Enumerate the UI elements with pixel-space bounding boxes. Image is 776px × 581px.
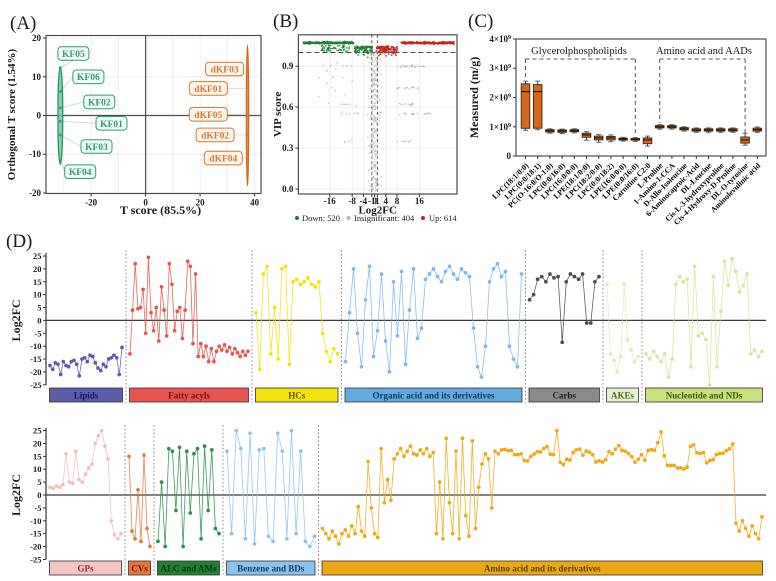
svg-text:0: 0 <box>37 490 41 500</box>
svg-text:Amino acid and AADs: Amino acid and AADs <box>656 46 752 57</box>
svg-text:KF01: KF01 <box>100 120 123 130</box>
svg-text:40: 40 <box>250 198 260 208</box>
svg-text:KF02: KF02 <box>88 98 111 108</box>
svg-text:dKF03: dKF03 <box>211 66 239 76</box>
svg-text:AKEs: AKEs <box>611 391 635 401</box>
svg-text:-4: -4 <box>360 196 368 206</box>
svg-text:KF04: KF04 <box>69 168 92 178</box>
svg-text:dKF05: dKF05 <box>194 111 222 121</box>
svg-text:dKF04: dKF04 <box>209 155 237 165</box>
svg-text:0.9: 0.9 <box>282 61 294 71</box>
svg-text:T score (85.5%): T score (85.5%) <box>120 203 201 217</box>
svg-text:0.6: 0.6 <box>282 102 294 112</box>
svg-text:Insignificant: 404: Insignificant: 404 <box>354 213 415 223</box>
svg-text:16: 16 <box>415 196 425 206</box>
svg-text:-8: -8 <box>348 196 356 206</box>
svg-text:-20: -20 <box>30 367 41 377</box>
svg-text:0: 0 <box>37 111 42 121</box>
svg-text:KF05: KF05 <box>62 50 85 60</box>
svg-text:-25: -25 <box>30 554 41 564</box>
svg-text:Benzene and BDs: Benzene and BDs <box>237 564 305 574</box>
svg-text:4: 4 <box>384 196 389 206</box>
svg-text:-1: -1 <box>368 196 376 206</box>
svg-text:Lipids: Lipids <box>74 391 99 401</box>
svg-text:dKF01: dKF01 <box>194 85 222 95</box>
svg-text:0: 0 <box>37 315 41 325</box>
svg-text:-16: -16 <box>324 196 336 206</box>
svg-text:0.3: 0.3 <box>282 143 294 153</box>
svg-text:10: 10 <box>33 290 42 300</box>
svg-text:-15: -15 <box>30 354 41 364</box>
svg-text:5: 5 <box>37 477 41 487</box>
svg-text:10: 10 <box>33 464 42 474</box>
svg-text:-5: -5 <box>34 328 41 338</box>
svg-text:-20: -20 <box>29 188 41 198</box>
svg-text:HCs: HCs <box>288 391 306 401</box>
svg-text:20: 20 <box>33 264 42 274</box>
svg-text:15: 15 <box>33 277 42 287</box>
svg-text:(D): (D) <box>6 231 32 252</box>
svg-text:Organic acid and its derivati: Organic acid and its derivatives <box>373 391 495 401</box>
svg-text:Carbs: Carbs <box>552 391 576 401</box>
svg-text:-20: -20 <box>85 198 97 208</box>
svg-text:Measured (m/g): Measured (m/g) <box>467 57 481 138</box>
svg-text:8: 8 <box>395 196 400 206</box>
svg-text:0.0: 0.0 <box>282 184 294 194</box>
svg-text:-20: -20 <box>30 542 41 552</box>
svg-text:2×109: 2×109 <box>489 93 511 103</box>
svg-text:(A): (A) <box>10 13 36 34</box>
svg-text:GPs: GPs <box>77 564 93 574</box>
svg-text:Fatty acyls: Fatty acyls <box>168 391 210 401</box>
svg-text:1×109: 1×109 <box>489 122 511 132</box>
svg-text:Amino acid and its derivative: Amino acid and its derivatives <box>484 564 601 574</box>
svg-text:-10: -10 <box>30 341 41 351</box>
svg-text:KF03: KF03 <box>85 143 108 153</box>
svg-text:Log2FC: Log2FC <box>9 299 23 341</box>
svg-text:0: 0 <box>143 198 148 208</box>
svg-text:25: 25 <box>33 251 42 261</box>
svg-text:20: 20 <box>33 439 42 449</box>
svg-text:10: 10 <box>32 72 42 82</box>
svg-text:Glycerolphospholipids: Glycerolphospholipids <box>531 46 627 57</box>
svg-text:ALC and AMs: ALC and AMs <box>160 564 217 574</box>
svg-text:(B): (B) <box>273 11 298 32</box>
svg-text:Log2FC: Log2FC <box>9 474 23 516</box>
svg-text:1: 1 <box>375 196 380 206</box>
svg-text:20: 20 <box>32 33 42 43</box>
svg-text:dKF02: dKF02 <box>201 131 229 141</box>
svg-text:0: 0 <box>507 151 512 161</box>
svg-text:Up: 614: Up: 614 <box>429 213 457 223</box>
svg-text:KF06: KF06 <box>77 73 100 83</box>
svg-text:5: 5 <box>37 303 41 313</box>
svg-text:-10: -10 <box>29 149 41 159</box>
svg-text:20: 20 <box>196 198 206 208</box>
svg-text:4×109: 4×109 <box>489 34 511 44</box>
svg-text:25: 25 <box>33 426 42 436</box>
svg-text:CVs: CVs <box>131 564 148 574</box>
svg-text:0: 0 <box>372 196 377 206</box>
svg-text:Nucleotide and NDs: Nucleotide and NDs <box>666 391 743 401</box>
svg-text:VIP score: VIP score <box>272 92 284 137</box>
svg-text:Orthogonal T score (1.54%): Orthogonal T score (1.54%) <box>6 48 18 180</box>
svg-text:15: 15 <box>33 451 42 461</box>
svg-text:-15: -15 <box>30 529 41 539</box>
svg-text:-10: -10 <box>30 516 41 526</box>
svg-text:3×109: 3×109 <box>489 63 511 73</box>
svg-text:-25: -25 <box>30 380 41 390</box>
svg-text:-5: -5 <box>34 503 41 513</box>
svg-text:(C): (C) <box>468 11 493 32</box>
svg-text:Log2FC: Log2FC <box>358 205 397 217</box>
svg-text:Down: 520: Down: 520 <box>302 213 340 223</box>
